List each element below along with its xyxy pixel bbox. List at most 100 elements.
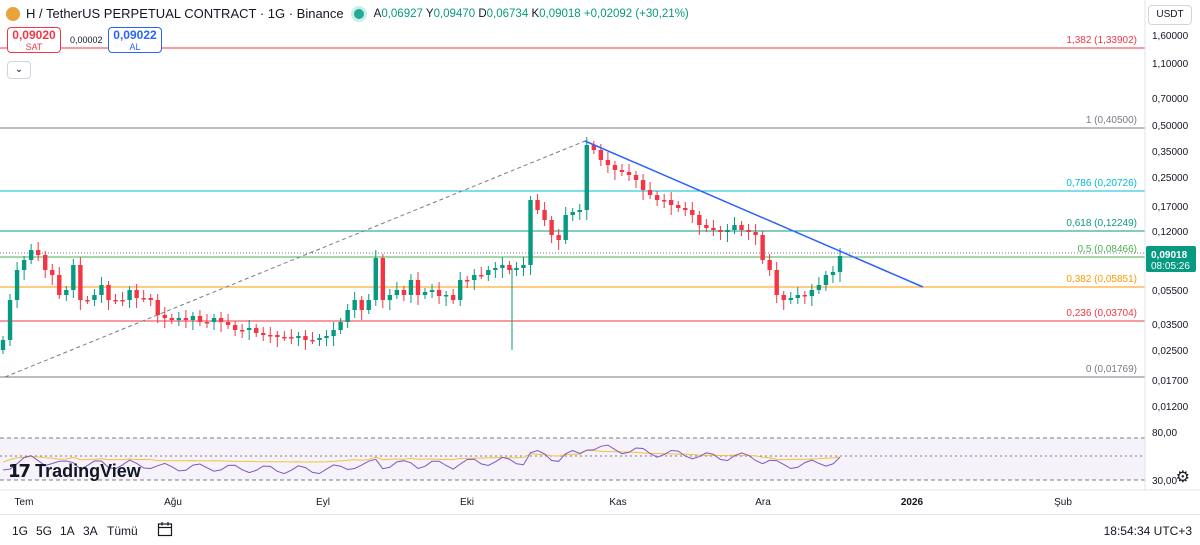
candle (661, 200, 667, 202)
time-tick: Tem (15, 497, 34, 508)
candle (317, 338, 322, 340)
time-tick: 2026 (901, 497, 924, 508)
candle (781, 295, 786, 300)
candle (106, 285, 111, 300)
candle (486, 270, 491, 275)
change-value: +0,02092 (+30,21%) (583, 7, 689, 20)
candle (401, 290, 407, 295)
candle (246, 328, 252, 330)
candle (830, 272, 836, 275)
candle (408, 280, 414, 295)
candle (183, 318, 189, 320)
range-3m[interactable]: 3A (83, 524, 98, 538)
fib-label: 0,618 (0,12249) (1066, 218, 1137, 229)
candle (422, 292, 428, 295)
gear-icon[interactable]: ⚙ (1175, 469, 1190, 486)
candle (113, 300, 118, 302)
candle (767, 260, 772, 270)
candle (275, 335, 280, 337)
candle (197, 316, 203, 322)
price-tick: 0,35000 (1152, 147, 1189, 158)
candle (450, 295, 456, 300)
fib-label: 0,5 (0,08466) (1078, 244, 1138, 255)
candle (725, 230, 730, 232)
candle (43, 255, 48, 270)
candle (542, 210, 547, 220)
time-axis: Tem Ağu Eyl Eki Kas Ara 2026 Şub (0, 489, 1200, 508)
symbol-logo-icon (6, 6, 20, 21)
candle (668, 200, 674, 205)
candle (570, 212, 575, 215)
candle (774, 270, 779, 295)
candle (373, 258, 378, 300)
candle (169, 318, 175, 320)
candle (7, 300, 13, 340)
candle (57, 275, 62, 295)
candle (218, 318, 224, 322)
price-tick: 0,02500 (1152, 346, 1189, 357)
tradingview-mark-icon: 𝟭𝟳 (8, 461, 31, 481)
candle (99, 285, 104, 295)
fib-label: 1,382 (1,33902) (1066, 35, 1137, 46)
candle (704, 225, 709, 228)
candle (155, 300, 160, 315)
candle (204, 322, 210, 324)
candle (303, 336, 308, 340)
candle (261, 333, 266, 335)
candle (697, 215, 702, 225)
range-all[interactable]: Tümü (107, 524, 138, 538)
buy-button[interactable]: 0,09022 AL (108, 27, 162, 53)
candle (788, 298, 793, 300)
candle (28, 250, 34, 260)
candle (387, 295, 393, 300)
time-tick: Eki (460, 497, 474, 508)
time-tick: Ara (755, 497, 771, 508)
price-tick: 1,10000 (1152, 59, 1189, 70)
candle (345, 310, 350, 322)
fibonacci-retracement: 1,382 (1,33902) 1 (0,40500) 0,786 (0,20726… (0, 35, 1145, 378)
candle (443, 295, 449, 297)
candle (683, 208, 688, 210)
candle (837, 256, 843, 272)
currency-selector[interactable]: USDT (1148, 5, 1192, 25)
sell-label: SAT (25, 42, 43, 52)
candle (85, 300, 90, 302)
sell-button[interactable]: 0,09020 SAT (7, 27, 61, 53)
range-5d[interactable]: 5G (36, 524, 53, 538)
candle (176, 318, 182, 320)
countdown-value: 08:05:26 (1151, 261, 1190, 272)
candle (612, 165, 618, 170)
candle (640, 180, 646, 190)
tradingview-logo[interactable]: 𝟭𝟳 TradingView (8, 461, 141, 482)
buy-price: 0,09022 (113, 28, 157, 42)
fib-label: 0,236 (0,03704) (1066, 308, 1137, 319)
price-chart[interactable]: 1,382 (1,33902) 1 (0,40500) 0,786 (0,20726… (0, 0, 1200, 514)
open-value: 0,06927 (381, 7, 423, 20)
candle (795, 295, 800, 298)
calendar-icon[interactable] (157, 521, 173, 537)
price-tick: 0,70000 (1152, 94, 1189, 105)
ohlc-values: A0,06927 Y0,09470 D0,06734 K0,09018 +0,0… (373, 7, 689, 20)
candle (591, 145, 597, 150)
candle (225, 322, 231, 325)
price-tick: 0,01700 (1152, 376, 1189, 387)
candle (64, 290, 69, 295)
candle (479, 275, 484, 277)
candle (0, 340, 6, 350)
last-price-value: 0,09018 (1151, 250, 1188, 261)
candle (493, 268, 498, 270)
clock[interactable]: 18:54:34 UTC+3 (1103, 524, 1192, 538)
candle (268, 335, 273, 337)
symbol-title[interactable]: H / TetherUS PERPETUAL CONTRACT · 1G · B… (26, 6, 344, 21)
rsi-tick: 80,00 (1152, 428, 1177, 439)
candle (148, 298, 153, 300)
close-value: 0,09018 (539, 7, 581, 20)
candle (598, 150, 604, 160)
rsi-band (0, 438, 1145, 480)
range-1d[interactable]: 1G (12, 524, 29, 538)
candle (324, 336, 329, 338)
range-1m[interactable]: 1A (60, 524, 75, 538)
candle (296, 336, 301, 338)
market-open-icon (353, 8, 364, 19)
collapse-toggle-button[interactable]: ⌄ (7, 61, 31, 79)
